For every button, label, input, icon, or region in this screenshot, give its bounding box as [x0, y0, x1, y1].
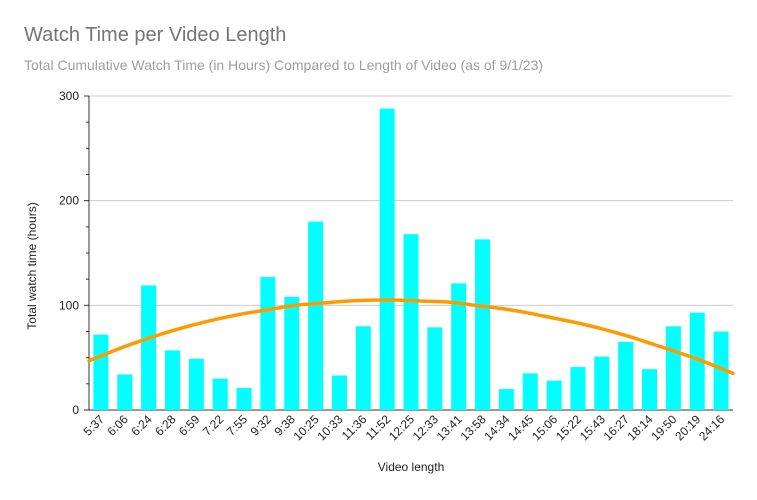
- chart-title: Watch Time per Video Length: [24, 24, 287, 46]
- bar: [188, 358, 204, 410]
- bar: [665, 326, 681, 410]
- x-tick-label: 10:33: [314, 412, 345, 443]
- bar: [689, 312, 705, 410]
- bar: [594, 356, 610, 410]
- bar: [427, 327, 443, 410]
- bar: [236, 388, 252, 410]
- x-tick-label: 14:34: [481, 412, 512, 443]
- x-tick-label: 18:14: [625, 412, 656, 443]
- bar: [212, 378, 228, 410]
- bar: [284, 296, 300, 410]
- bars: [93, 108, 729, 410]
- x-tick-label: 13:58: [458, 412, 489, 443]
- y-axis-ticks: 0 100 200 300: [59, 89, 79, 417]
- x-tick-label: 24:16: [696, 412, 727, 443]
- chart-subtitle: Total Cumulative Watch Time (in Hours) C…: [24, 57, 544, 73]
- y-tick-label: 100: [59, 298, 79, 312]
- x-axis-ticks: 5:376:066:246:286:597:227:559:329:3810:2…: [81, 412, 728, 443]
- x-tick-label: 19:50: [648, 412, 679, 443]
- y-axis-label: Total watch time (hours): [25, 202, 39, 329]
- x-tick-label: 6:28: [152, 412, 179, 439]
- bar: [379, 108, 395, 410]
- x-tick-label: 12:33: [410, 412, 441, 443]
- x-tick-label: 6:59: [176, 412, 203, 439]
- x-tick-label: 11:36: [339, 412, 370, 443]
- bar: [713, 331, 729, 410]
- x-tick-label: 15:22: [553, 412, 584, 443]
- x-tick-label: 7:55: [224, 412, 251, 439]
- bar: [451, 283, 467, 410]
- x-tick-label: 7:22: [200, 412, 227, 439]
- trendline: [87, 298, 735, 376]
- x-tick-label: 13:41: [434, 412, 465, 443]
- y-tick-label: 300: [59, 89, 79, 103]
- bar: [93, 334, 109, 410]
- y-tick-label: 200: [59, 194, 79, 208]
- x-tick-label: 6:06: [104, 412, 131, 439]
- x-tick-label: 6:24: [128, 412, 155, 439]
- bar: [164, 350, 180, 410]
- bar: [498, 389, 514, 410]
- x-tick-label: 10:25: [291, 412, 322, 443]
- bar: [355, 326, 371, 410]
- bar: [331, 375, 347, 410]
- bar: [475, 239, 491, 410]
- x-tick-label: 5:37: [81, 412, 108, 439]
- bar: [522, 373, 538, 410]
- x-axis-label: Video length: [378, 460, 445, 474]
- bar: [308, 221, 324, 410]
- x-tick-label: 20:19: [672, 412, 703, 443]
- bar: [260, 277, 276, 410]
- bar: [117, 374, 133, 410]
- x-tick-label: 12:25: [386, 412, 417, 443]
- x-tick-label: 14:45: [505, 412, 536, 443]
- x-tick-label: 15:43: [577, 412, 608, 443]
- bar: [546, 380, 562, 410]
- x-tick-label: 16:27: [601, 412, 632, 443]
- x-tick-label: 9:32: [248, 412, 275, 439]
- x-tick-label: 11:52: [363, 412, 394, 443]
- trendline-path: [87, 298, 735, 376]
- bar: [570, 367, 586, 410]
- bar: [618, 341, 634, 410]
- bar: [642, 369, 658, 410]
- y-tick-label: 0: [72, 403, 79, 417]
- x-tick-label: 15:06: [529, 412, 560, 443]
- bar: [403, 234, 419, 410]
- bar: [141, 285, 157, 410]
